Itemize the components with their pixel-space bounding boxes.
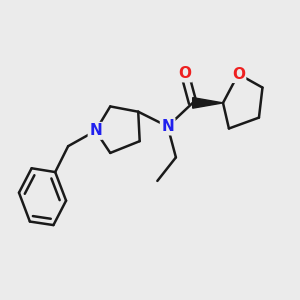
Text: O: O bbox=[232, 67, 245, 82]
Text: O: O bbox=[178, 66, 191, 81]
Text: N: N bbox=[161, 119, 174, 134]
Polygon shape bbox=[193, 98, 223, 108]
Text: N: N bbox=[89, 123, 102, 138]
